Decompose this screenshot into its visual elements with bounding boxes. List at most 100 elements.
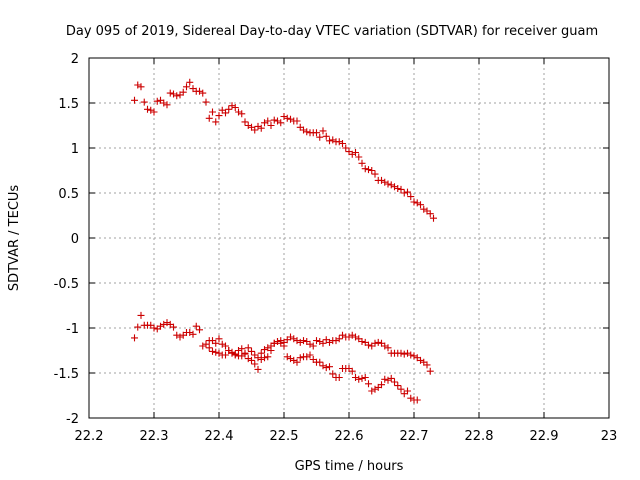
- data-point-lower-b: [241, 350, 249, 358]
- data-point-upper: [413, 199, 421, 207]
- data-point-lower-b: [397, 349, 405, 357]
- data-point-upper: [264, 117, 272, 125]
- data-point-upper: [397, 185, 405, 193]
- data-point-lower-b: [339, 331, 346, 339]
- data-point-lower-a: [387, 374, 395, 382]
- data-point-upper: [400, 189, 408, 197]
- data-point-upper: [352, 149, 359, 156]
- data-point-upper: [144, 105, 151, 113]
- data-point-upper: [368, 167, 376, 174]
- data-point-lower-b: [257, 349, 265, 357]
- data-point-lower-a: [296, 354, 304, 362]
- data-point-upper: [183, 83, 190, 91]
- data-point-upper: [196, 87, 203, 95]
- data-point-lower-b: [404, 349, 411, 357]
- y-tick-label: 2: [71, 52, 79, 67]
- y-tick-label: 0: [71, 232, 79, 247]
- x-tick-label: 22.7: [400, 429, 429, 444]
- data-point-upper: [179, 88, 187, 96]
- data-point-lower-b: [313, 337, 320, 345]
- y-tick-label: -1: [66, 322, 79, 337]
- data-point-lower-b: [212, 339, 220, 347]
- y-tick-label: -0.5: [54, 277, 79, 292]
- data-point-lower-a: [244, 355, 252, 363]
- data-point-upper: [137, 83, 145, 91]
- x-tick-label: 22.4: [205, 429, 234, 444]
- data-point-upper: [378, 176, 385, 184]
- data-point-upper: [173, 92, 181, 100]
- y-tick-label: 1: [71, 142, 79, 157]
- data-point-lower-a: [413, 396, 421, 404]
- data-point-lower-a: [222, 351, 229, 359]
- x-tick-label: 23: [601, 429, 618, 444]
- data-point-upper: [322, 132, 330, 140]
- data-point-lower-a: [287, 355, 294, 363]
- data-point-lower-a: [384, 376, 392, 384]
- data-point-lower-b: [316, 338, 324, 345]
- data-point-lower-a: [316, 358, 324, 366]
- axis-ticks: 22.2 22.3 22.4 22.5 22.6 22.7 22.8 22.9 23 2 1.5 1 0…: [54, 52, 618, 444]
- data-point-upper: [202, 98, 210, 106]
- data-point-lower-a: [257, 356, 265, 363]
- data-point-lower-a: [352, 374, 359, 381]
- x-tick-label: 22.6: [335, 429, 364, 444]
- data-point-lower-a: [326, 363, 333, 371]
- data-point-lower-a: [365, 380, 372, 388]
- data-point-lower-a: [202, 340, 210, 348]
- y-tick-label: -2: [66, 412, 79, 427]
- data-point-lower-a: [319, 362, 327, 370]
- data-point-upper: [358, 159, 366, 167]
- data-point-upper: [430, 214, 437, 222]
- data-point-upper: [335, 138, 343, 146]
- data-point-lower-a: [238, 345, 246, 353]
- data-point-lower-a: [131, 334, 138, 342]
- data-point-upper: [339, 140, 346, 147]
- data-point-upper: [391, 183, 398, 191]
- data-point-lower-b: [319, 339, 327, 347]
- y-axis-label: SDTVAR / TECUs: [7, 185, 22, 292]
- data-point-upper: [150, 108, 158, 116]
- data-point-lower-b: [261, 346, 268, 354]
- data-points: [131, 78, 437, 404]
- data-point-lower-b: [222, 342, 229, 350]
- grid-lines: [89, 58, 609, 418]
- data-point-upper: [355, 153, 363, 161]
- data-point-upper: [361, 165, 369, 173]
- data-point-upper: [394, 185, 402, 192]
- data-point-upper: [186, 78, 194, 86]
- data-point-upper: [342, 144, 350, 152]
- data-point-upper: [261, 119, 268, 127]
- data-point-lower-a: [391, 378, 398, 386]
- data-point-upper: [404, 188, 411, 196]
- chart-title: Day 095 of 2019, Sidereal Day-to-day VTE…: [66, 24, 598, 39]
- data-point-lower-b: [290, 335, 298, 343]
- data-point-lower-a: [199, 342, 207, 350]
- data-point-upper: [209, 108, 216, 116]
- data-point-upper: [287, 115, 294, 123]
- x-axis-label: GPS time / hours: [295, 459, 404, 474]
- y-tick-label: -1.5: [54, 367, 79, 382]
- data-point-lower-a: [248, 356, 255, 364]
- data-point-lower-a: [368, 387, 376, 395]
- data-point-upper: [212, 118, 220, 126]
- data-point-lower-a: [329, 370, 337, 378]
- data-point-upper: [410, 198, 418, 206]
- data-point-lower-a: [254, 365, 262, 373]
- data-point-lower-a: [209, 347, 216, 355]
- data-point-upper: [407, 193, 415, 201]
- data-point-lower-a: [261, 354, 268, 362]
- data-point-lower-a: [215, 349, 223, 357]
- data-point-lower-a: [290, 356, 298, 364]
- data-point-lower-a: [212, 348, 220, 356]
- y-tick-label: 1.5: [58, 97, 79, 112]
- data-point-lower-a: [192, 322, 200, 330]
- x-tick-label: 22.5: [270, 429, 299, 444]
- y-tick-label: 0.5: [58, 187, 79, 202]
- data-point-lower-a: [404, 387, 411, 395]
- data-point-lower-a: [137, 311, 145, 319]
- data-point-lower-a: [283, 353, 291, 361]
- data-point-upper: [316, 133, 324, 141]
- data-point-lower-a: [251, 360, 259, 368]
- data-point-lower-b: [352, 333, 359, 341]
- data-point-lower-a: [189, 330, 197, 338]
